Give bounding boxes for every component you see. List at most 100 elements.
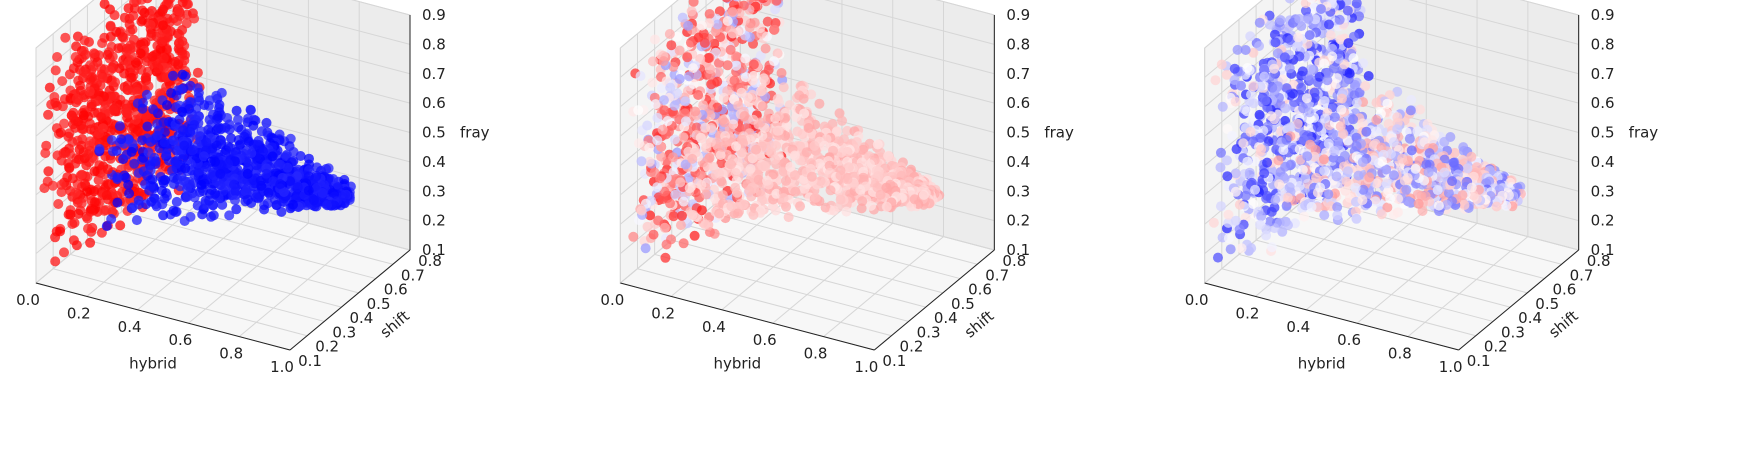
scatter-point bbox=[739, 111, 750, 121]
scatter-point bbox=[705, 137, 716, 148]
grid-line bbox=[35, 0, 95, 49]
x-axis-line bbox=[620, 282, 875, 351]
scatter-point bbox=[1332, 73, 1343, 84]
scatter-point bbox=[158, 4, 169, 15]
scatter-point bbox=[181, 18, 192, 29]
scatter-point bbox=[1404, 133, 1415, 144]
scatter-point bbox=[82, 213, 93, 224]
scatter-point bbox=[122, 103, 132, 114]
scatter-point bbox=[696, 170, 707, 181]
scatter-point bbox=[97, 72, 108, 83]
scatter-point bbox=[65, 209, 76, 220]
scatter-point bbox=[1491, 201, 1502, 212]
scatter-point bbox=[145, 19, 156, 30]
scatter-point bbox=[691, 122, 702, 133]
scatter-point bbox=[148, 104, 159, 115]
scatter-point bbox=[771, 0, 782, 6]
scatter-point bbox=[776, 68, 787, 78]
scatter-point bbox=[1413, 198, 1424, 209]
scatter-point bbox=[1364, 172, 1375, 183]
scatter-point bbox=[158, 210, 169, 221]
grid-line bbox=[637, 268, 892, 337]
scatter-point bbox=[666, 40, 677, 51]
grid-line bbox=[239, 0, 411, 45]
scatter-point bbox=[137, 135, 148, 146]
scatter-point bbox=[193, 131, 204, 142]
scatter-point bbox=[680, 96, 691, 107]
grid-line bbox=[620, 0, 679, 49]
scatter-point bbox=[716, 158, 727, 169]
scatter-point bbox=[669, 100, 680, 111]
scatter-point bbox=[102, 49, 113, 60]
scatter-point bbox=[1325, 30, 1336, 41]
scatter-point bbox=[75, 171, 86, 182]
scatter-point bbox=[131, 215, 142, 226]
scatter-point bbox=[755, 50, 766, 61]
scatter-point bbox=[115, 220, 126, 231]
scatter-point bbox=[263, 187, 274, 198]
grid-line bbox=[705, 211, 961, 280]
scatter-point bbox=[668, 211, 679, 222]
scatter-point bbox=[748, 210, 759, 220]
y-axis-line bbox=[289, 249, 411, 351]
scatter-point bbox=[1342, 5, 1353, 16]
scatter-point bbox=[731, 60, 742, 71]
scatter-point bbox=[233, 122, 244, 133]
x-tick-label: 0.0 bbox=[16, 291, 40, 309]
scatter-point bbox=[1361, 126, 1372, 137]
scatter-point bbox=[78, 46, 89, 56]
scatter-point bbox=[1392, 207, 1403, 218]
scatter-point bbox=[322, 200, 333, 211]
scatter-point bbox=[1280, 103, 1291, 114]
scatter-point bbox=[770, 154, 781, 165]
scatter-point bbox=[253, 135, 264, 146]
scatter-point bbox=[657, 124, 668, 135]
scatter-point bbox=[644, 142, 655, 153]
scatter-point bbox=[857, 196, 868, 207]
scatter-point bbox=[201, 137, 212, 148]
scatter-point bbox=[187, 145, 198, 156]
scatter-point bbox=[57, 76, 68, 87]
scatter-point bbox=[669, 134, 680, 145]
scatter-point bbox=[231, 204, 242, 215]
scatter-point bbox=[174, 29, 185, 40]
z-tick-label: 0.8 bbox=[422, 35, 446, 53]
axes bbox=[35, 15, 411, 351]
subplot-2: 0.00.20.40.60.81.0 0.10.20.30.40.50.60.70… bbox=[600, 0, 1074, 376]
scatter-point bbox=[124, 188, 135, 199]
scatter-point bbox=[83, 149, 94, 160]
scatter-point bbox=[49, 92, 60, 102]
scatter-point bbox=[1447, 176, 1458, 187]
scatter-point bbox=[141, 72, 152, 83]
grid-line bbox=[238, 236, 360, 337]
scatter-point bbox=[84, 86, 95, 97]
scatter-point bbox=[96, 111, 107, 122]
scatter-point bbox=[282, 162, 293, 173]
scatter-point bbox=[213, 113, 224, 124]
scatter-point bbox=[740, 53, 751, 64]
scatter-point bbox=[168, 205, 179, 216]
scatter-point bbox=[246, 148, 257, 159]
scatter-point bbox=[261, 168, 272, 179]
scatter-point bbox=[1459, 200, 1470, 210]
scatter-point bbox=[751, 144, 762, 155]
scatter-point bbox=[1397, 153, 1408, 164]
y-axis-line bbox=[874, 249, 995, 351]
scatter-points bbox=[39, 0, 356, 267]
scatter-point bbox=[769, 56, 780, 67]
scatter-point bbox=[1285, 122, 1296, 133]
scatter-point bbox=[133, 195, 144, 206]
scatter-point bbox=[647, 56, 658, 67]
grid-line bbox=[188, 222, 309, 324]
z-tick-label: 0.9 bbox=[1006, 6, 1030, 24]
scatter-point bbox=[1405, 105, 1416, 116]
scatter-point bbox=[881, 201, 892, 212]
scatter-point bbox=[693, 90, 704, 100]
scatter-point bbox=[176, 171, 187, 182]
scatter-point bbox=[135, 48, 146, 59]
scatter-point bbox=[873, 171, 884, 182]
scatter-point bbox=[50, 65, 61, 76]
x-tick-label: 0.0 bbox=[600, 291, 624, 309]
scatter-point bbox=[803, 123, 814, 133]
z-tick-label: 0.5 bbox=[1006, 124, 1030, 142]
